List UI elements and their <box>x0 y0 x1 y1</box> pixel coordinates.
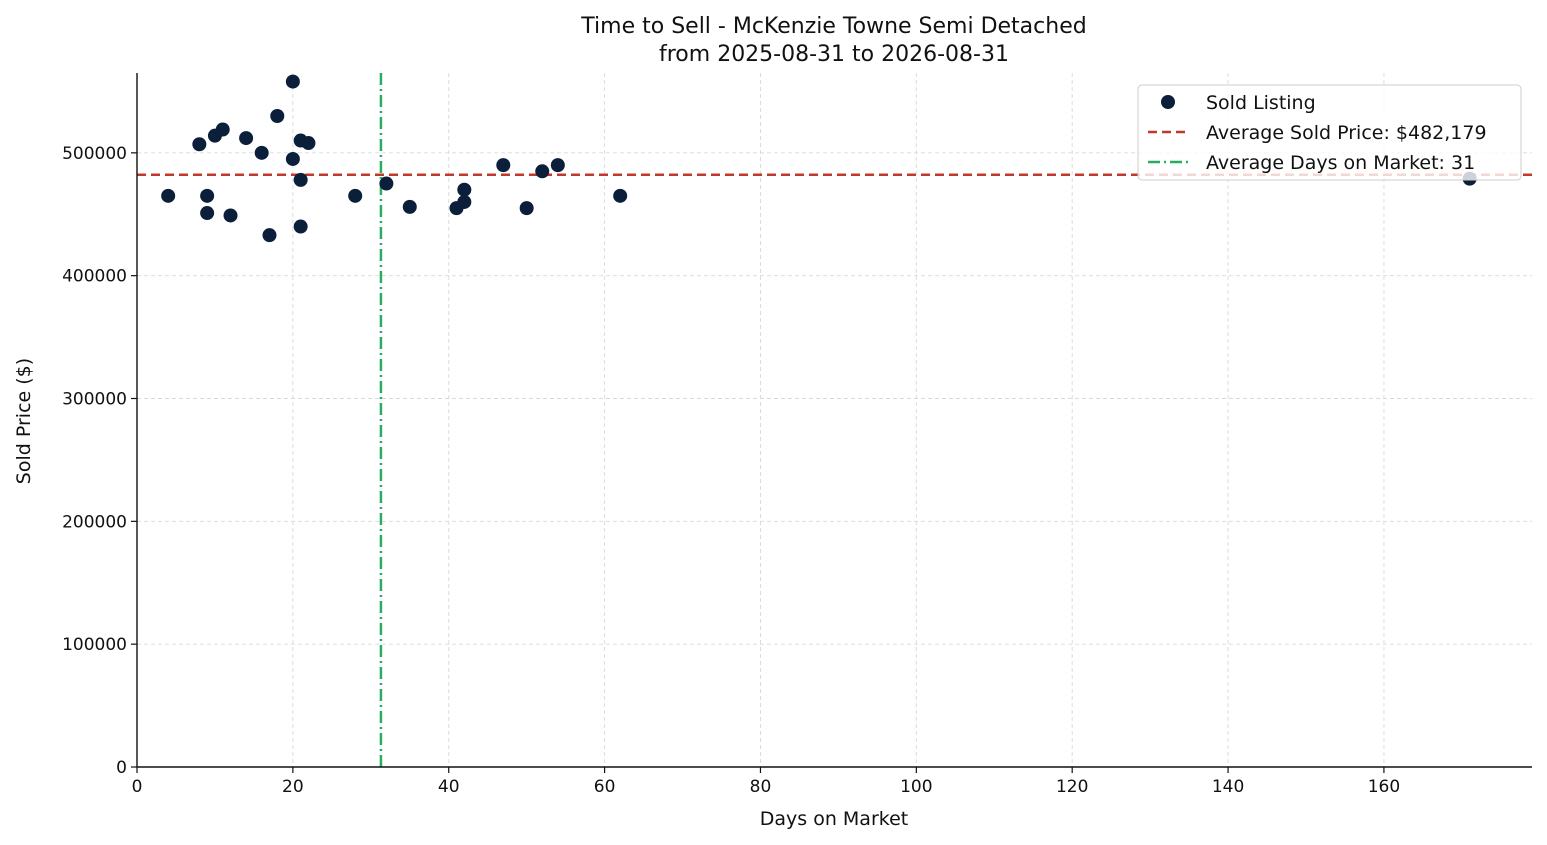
x-tick-label: 60 <box>594 777 616 797</box>
y-tick-label: 100000 <box>62 635 127 655</box>
data-point <box>613 188 628 203</box>
tick-labels: 0 20 40 60 80 100 120 140 160 0 100000 200000 300000… <box>62 144 1400 797</box>
data-point <box>192 137 207 152</box>
legend-label-sold-listing: Sold Listing <box>1206 92 1316 114</box>
data-point <box>550 158 565 173</box>
data-points <box>161 74 1477 243</box>
data-point <box>254 145 269 160</box>
y-tick-label: 400000 <box>62 267 127 287</box>
data-point <box>285 74 300 89</box>
y-axis-label: Sold Price ($) <box>13 358 35 484</box>
data-point <box>200 188 215 203</box>
x-tick-label: 100 <box>900 777 932 797</box>
x-tick-label: 20 <box>282 777 304 797</box>
x-tick-label: 40 <box>438 777 460 797</box>
legend: Sold Listing Average Sold Price: $482,17… <box>1137 84 1522 181</box>
data-point <box>293 172 308 187</box>
data-point <box>348 188 363 203</box>
y-tick-label: 500000 <box>62 144 127 164</box>
data-point <box>223 208 238 223</box>
y-tick-label: 300000 <box>62 390 127 410</box>
chart-subtitle: from 2025-08-31 to 2026-08-31 <box>659 42 1009 67</box>
legend-box <box>1137 84 1522 181</box>
data-point <box>379 176 394 191</box>
data-point <box>457 194 472 209</box>
data-point <box>535 164 550 179</box>
data-point <box>285 151 300 166</box>
data-point <box>457 182 472 197</box>
data-point <box>239 131 254 146</box>
legend-marker-sold-listing <box>1161 95 1175 109</box>
legend-label-average-price: Average Sold Price: $482,179 <box>1206 122 1487 144</box>
data-point <box>293 219 308 234</box>
y-tick-label: 0 <box>116 758 127 778</box>
data-point <box>301 136 316 151</box>
x-axis-label: Days on Market <box>760 808 908 830</box>
y-tick-label: 200000 <box>62 512 127 532</box>
chart-title: Time to Sell - McKenzie Towne Semi Detac… <box>580 14 1086 39</box>
x-tick-label: 80 <box>750 777 772 797</box>
axes <box>131 73 1532 773</box>
data-point <box>496 158 511 173</box>
data-point <box>200 206 215 221</box>
data-point <box>519 201 534 216</box>
data-point <box>215 122 230 137</box>
data-point <box>161 188 176 203</box>
x-tick-label: 160 <box>1368 777 1400 797</box>
data-point <box>262 228 277 243</box>
data-point <box>270 108 285 123</box>
x-tick-label: 0 <box>132 777 143 797</box>
x-tick-label: 120 <box>1056 777 1088 797</box>
data-point <box>402 199 417 214</box>
x-tick-label: 140 <box>1212 777 1244 797</box>
legend-label-average-days: Average Days on Market: 31 <box>1206 152 1475 174</box>
